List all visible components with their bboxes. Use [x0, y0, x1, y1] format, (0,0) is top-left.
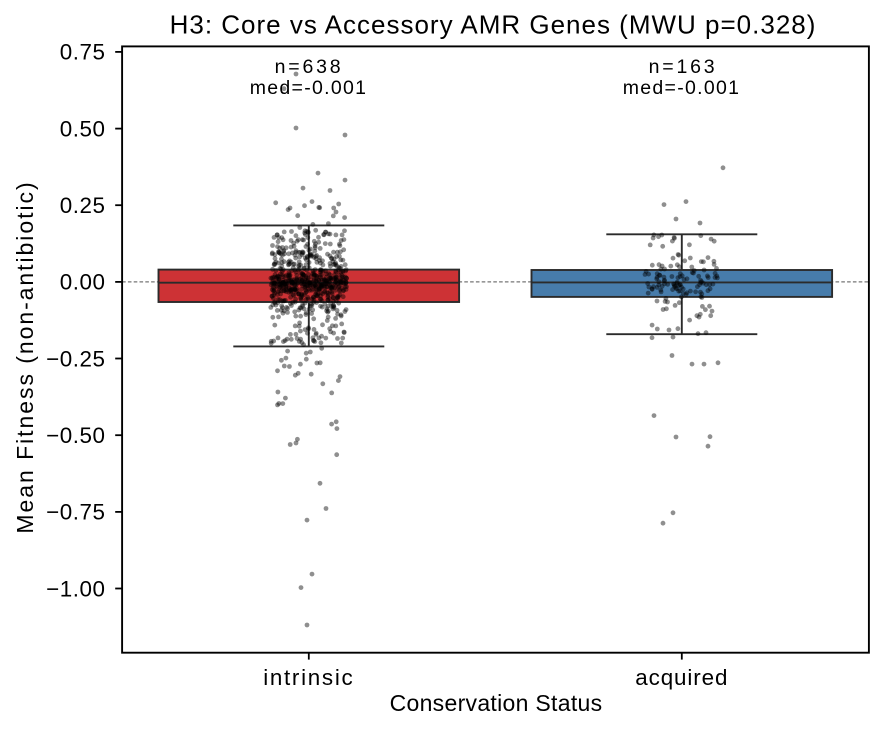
svg-text:intrinsic: intrinsic	[263, 665, 354, 690]
svg-text:−0.50: −0.50	[46, 423, 105, 448]
svg-text:n=638: n=638	[275, 56, 344, 78]
svg-text:−1.00: −1.00	[46, 576, 105, 601]
svg-text:0.25: 0.25	[60, 193, 106, 218]
svg-text:0.75: 0.75	[60, 40, 106, 65]
svg-text:−0.75: −0.75	[46, 500, 105, 525]
svg-text:Mean Fitness (non-antibiotic): Mean Fitness (non-antibiotic)	[12, 180, 38, 533]
svg-text:H3: Core vs Accessory AMR Gene: H3: Core vs Accessory AMR Genes (MWU p=0…	[170, 10, 817, 40]
svg-text:med=-0.001: med=-0.001	[623, 77, 741, 99]
svg-text:−0.25: −0.25	[46, 346, 105, 371]
svg-text:0.50: 0.50	[60, 116, 106, 141]
svg-text:med=-0.001: med=-0.001	[250, 77, 368, 99]
svg-text:acquired: acquired	[635, 665, 728, 690]
svg-text:n=163: n=163	[649, 56, 718, 78]
svg-text:Conservation Status: Conservation Status	[390, 690, 603, 716]
svg-text:0.00: 0.00	[60, 270, 106, 295]
